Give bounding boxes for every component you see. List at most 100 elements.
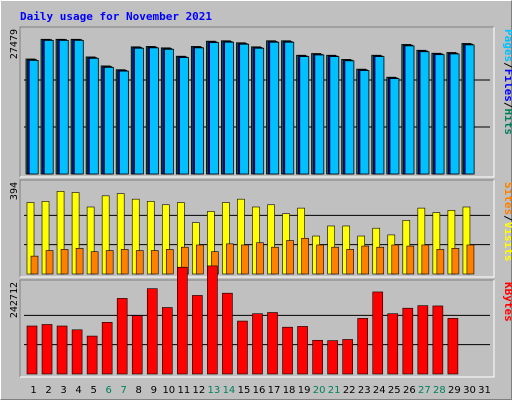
bar-kbytes bbox=[86, 335, 98, 375]
x-tick-label: 17 bbox=[268, 385, 281, 396]
x-tick-label: 22 bbox=[343, 385, 356, 396]
bar-pages bbox=[389, 78, 400, 175]
x-tick-label: 5 bbox=[90, 385, 96, 396]
panel-legend: KBytes bbox=[502, 282, 512, 322]
bar-sites bbox=[75, 248, 84, 275]
bar-kbytes bbox=[372, 291, 384, 375]
x-tick-label: 11 bbox=[177, 385, 190, 396]
panel-top-edge-dark bbox=[19, 26, 494, 177]
y-max-label: 27479 bbox=[9, 29, 20, 59]
bar-kbytes bbox=[101, 321, 113, 375]
bar-sites bbox=[60, 249, 69, 275]
bar-kbytes bbox=[267, 312, 278, 375]
bar-kbytes bbox=[402, 307, 414, 375]
bar-sites bbox=[165, 249, 174, 275]
x-axis-labels: 1 2 3 4 5 6 7 8 9 10 11 12 13 14 15 16 17 18 19 20 21 22 23 24 2… bbox=[30, 385, 491, 396]
bar-pages bbox=[359, 70, 370, 175]
bar-kbytes bbox=[56, 325, 68, 375]
bar-pages bbox=[344, 60, 355, 175]
bar-kbytes bbox=[222, 292, 233, 375]
bar-pages bbox=[404, 45, 415, 175]
x-tick-label: 13 bbox=[208, 385, 221, 396]
bar-pages bbox=[434, 54, 445, 175]
panel-bot-edge-dark bbox=[19, 279, 494, 377]
bar-kbytes bbox=[342, 339, 353, 375]
panel-legend: Sites/Visits bbox=[502, 182, 512, 262]
legend-hits: Hits bbox=[502, 109, 512, 136]
x-tick-label: 7 bbox=[121, 385, 127, 396]
x-tick-label: 12 bbox=[193, 385, 206, 396]
x-tick-label: 18 bbox=[283, 385, 296, 396]
bar-sites bbox=[90, 251, 99, 275]
bar-pages bbox=[239, 43, 250, 175]
x-tick-label: 21 bbox=[328, 385, 341, 396]
bar-pages bbox=[73, 39, 84, 175]
bar-pages bbox=[88, 57, 99, 175]
panel-mid-edge-dark bbox=[19, 179, 494, 277]
bar-pages bbox=[149, 47, 159, 175]
x-tick-label: 19 bbox=[298, 385, 311, 396]
bar-visits bbox=[432, 212, 441, 275]
panel-bot: 242712 KBytes bbox=[9, 265, 512, 378]
bar-visits bbox=[56, 191, 65, 275]
legend-separator: / bbox=[502, 102, 512, 109]
x-tick-label: 25 bbox=[388, 385, 401, 396]
bar-sites bbox=[301, 237, 309, 275]
bar-pages bbox=[58, 39, 69, 175]
x-tick-label: 31 bbox=[478, 385, 491, 396]
bar-visits bbox=[71, 192, 80, 275]
bar-sites bbox=[196, 244, 204, 275]
bar-pages bbox=[449, 53, 460, 175]
bar-pages bbox=[103, 66, 114, 175]
bar-pages bbox=[254, 47, 265, 175]
x-tick-label: 24 bbox=[373, 385, 386, 396]
bar-sites bbox=[30, 255, 39, 275]
bar-pages bbox=[224, 41, 235, 175]
x-tick-label: 10 bbox=[162, 385, 175, 396]
x-tick-label: 15 bbox=[238, 385, 251, 396]
bar-kbytes bbox=[192, 295, 203, 375]
legend-separator: / bbox=[502, 62, 512, 69]
bar-kbytes bbox=[207, 265, 218, 375]
x-tick-label: 1 bbox=[30, 385, 36, 396]
bar-visits bbox=[101, 195, 110, 275]
bar-visits bbox=[462, 206, 471, 275]
bar-pages bbox=[134, 47, 144, 175]
bar-sites bbox=[361, 245, 370, 275]
bar-kbytes bbox=[131, 315, 143, 375]
bar-kbytes bbox=[357, 318, 369, 375]
bar-sites bbox=[45, 250, 54, 275]
bar-pages bbox=[299, 56, 310, 175]
bar-kbytes bbox=[432, 305, 444, 375]
bar-sites bbox=[346, 249, 354, 275]
bar-sites bbox=[451, 248, 460, 275]
bar-kbytes bbox=[146, 288, 158, 375]
x-tick-label: 8 bbox=[136, 385, 142, 396]
bar-sites bbox=[316, 244, 324, 275]
bar-sites bbox=[105, 250, 114, 275]
legend-sites: Sites bbox=[502, 182, 512, 215]
x-tick-label: 27 bbox=[418, 385, 431, 396]
bar-visits bbox=[116, 193, 125, 275]
bar-sites bbox=[391, 244, 400, 275]
x-tick-label: 9 bbox=[151, 385, 157, 396]
x-tick-label: 6 bbox=[105, 385, 111, 396]
bar-visits bbox=[131, 198, 140, 275]
bar-kbytes bbox=[26, 325, 38, 375]
y-max-label: 394 bbox=[9, 182, 20, 200]
bar-pages bbox=[43, 39, 54, 175]
bar-sites bbox=[406, 245, 415, 275]
x-tick-label: 29 bbox=[448, 385, 461, 396]
bar-kbytes bbox=[41, 324, 53, 375]
bar-kbytes bbox=[387, 313, 399, 375]
bar-kbytes bbox=[297, 326, 308, 375]
bar-kbytes bbox=[282, 326, 293, 375]
bar-kbytes bbox=[327, 340, 338, 375]
x-tick-label: 26 bbox=[403, 385, 416, 396]
bar-sites bbox=[436, 249, 445, 275]
chart-title: Daily usage for November 2021 bbox=[20, 10, 212, 23]
bar-sites bbox=[135, 250, 144, 275]
bar-pages bbox=[374, 56, 385, 175]
